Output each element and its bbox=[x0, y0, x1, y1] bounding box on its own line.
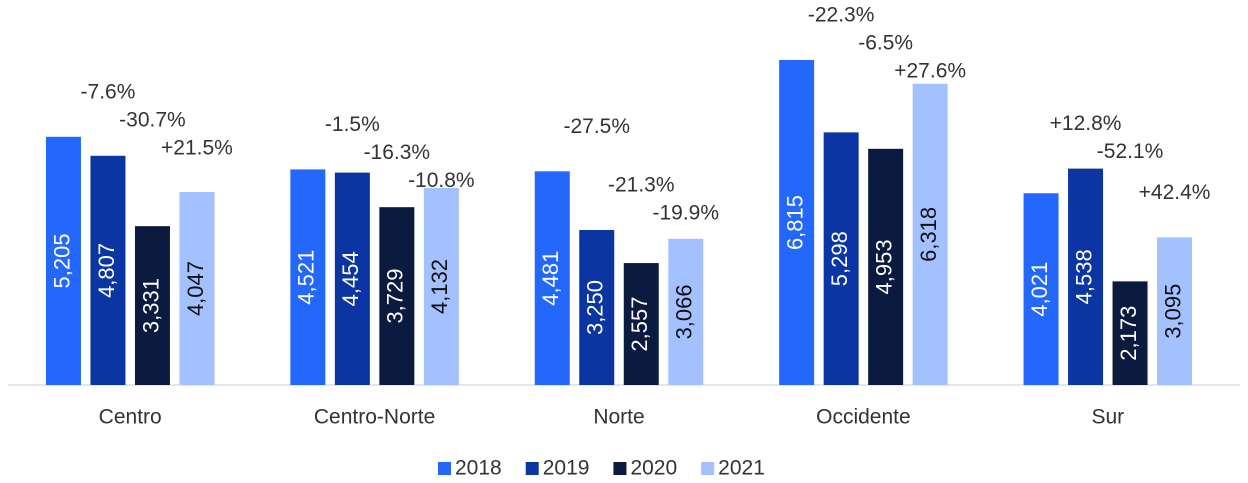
change-label: -6.5% bbox=[858, 32, 913, 55]
x-tick-label: Centro-Norte bbox=[314, 406, 435, 429]
change-label: -10.8% bbox=[408, 169, 475, 192]
change-label: -16.3% bbox=[364, 141, 431, 164]
value-label: 4,481 bbox=[538, 251, 563, 306]
value-label: 4,021 bbox=[1027, 262, 1052, 317]
legend-swatch bbox=[613, 462, 627, 475]
bar bbox=[668, 238, 704, 385]
bar bbox=[334, 172, 370, 385]
bar bbox=[179, 192, 215, 385]
legend-swatch bbox=[525, 462, 539, 475]
bar bbox=[134, 226, 170, 385]
bar bbox=[379, 207, 415, 385]
value-label: 3,095 bbox=[1160, 284, 1185, 339]
change-label: -19.9% bbox=[652, 202, 719, 225]
value-label: 6,815 bbox=[782, 195, 807, 250]
value-label: 5,205 bbox=[49, 233, 74, 288]
change-label: -22.3% bbox=[808, 4, 875, 27]
change-label: +12.8% bbox=[1050, 112, 1122, 135]
change-label: -27.5% bbox=[563, 115, 630, 138]
legend-label: 2018 bbox=[455, 457, 502, 480]
bar bbox=[1112, 281, 1148, 385]
value-label: 5,298 bbox=[827, 231, 852, 286]
bar bbox=[623, 263, 659, 385]
value-label: 6,318 bbox=[916, 207, 941, 262]
bar bbox=[1023, 193, 1059, 385]
value-label: 3,066 bbox=[672, 284, 697, 339]
change-label: -1.5% bbox=[325, 113, 380, 136]
x-tick-label: Occidente bbox=[816, 406, 911, 429]
change-label: +21.5% bbox=[161, 136, 233, 159]
bar bbox=[423, 187, 459, 385]
x-tick-label: Norte bbox=[593, 406, 644, 429]
bar bbox=[823, 132, 859, 385]
bar bbox=[290, 169, 326, 385]
value-label: 4,521 bbox=[294, 250, 319, 305]
change-label: -52.1% bbox=[1097, 140, 1164, 163]
value-label: 3,331 bbox=[138, 278, 163, 333]
value-label: 4,538 bbox=[1071, 249, 1096, 304]
value-label: 2,173 bbox=[1116, 306, 1141, 361]
legend-label: 2019 bbox=[543, 457, 590, 480]
value-label: 3,250 bbox=[583, 280, 608, 335]
change-label: +27.6% bbox=[894, 60, 966, 83]
change-label: +42.4% bbox=[1139, 181, 1211, 204]
change-label: -21.3% bbox=[608, 174, 675, 197]
value-label: 2,557 bbox=[627, 297, 652, 352]
bar bbox=[90, 155, 126, 385]
change-label: -7.6% bbox=[81, 80, 136, 103]
value-label: 4,132 bbox=[427, 259, 452, 314]
legend-swatch bbox=[701, 462, 715, 475]
bar bbox=[779, 60, 815, 386]
bar bbox=[45, 136, 81, 385]
bar bbox=[579, 230, 615, 385]
value-label: 4,807 bbox=[94, 243, 119, 298]
bar bbox=[1068, 168, 1104, 385]
x-tick-label: Centro bbox=[99, 406, 162, 429]
bar bbox=[868, 148, 904, 385]
legend-label: 2021 bbox=[718, 457, 765, 480]
x-tick-label: Sur bbox=[1091, 406, 1124, 429]
bar bbox=[912, 83, 948, 386]
value-label: 4,953 bbox=[871, 239, 896, 294]
bar bbox=[1157, 237, 1193, 385]
value-label: 4,454 bbox=[338, 251, 363, 306]
bar bbox=[534, 171, 570, 385]
value-label: 3,729 bbox=[383, 269, 408, 324]
value-label: 4,047 bbox=[183, 261, 208, 316]
legend-label: 2020 bbox=[630, 457, 677, 480]
change-label: -30.7% bbox=[119, 108, 186, 131]
legend-swatch bbox=[438, 462, 451, 475]
